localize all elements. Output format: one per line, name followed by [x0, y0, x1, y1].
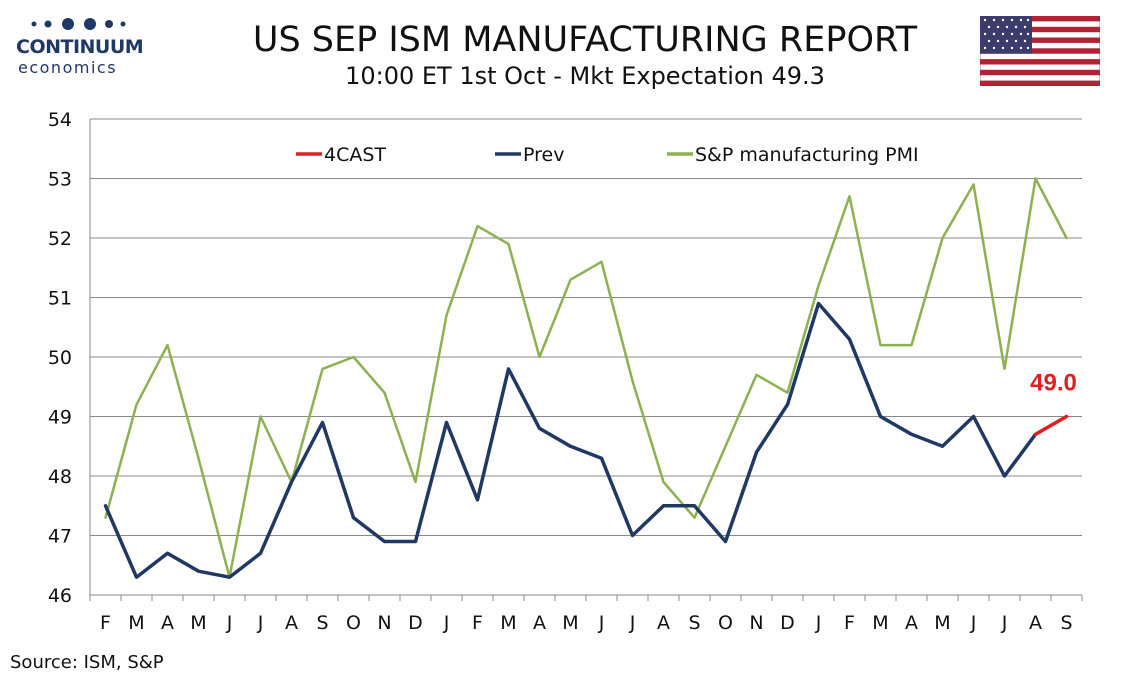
x-tick-label: N: [749, 612, 763, 634]
logo-dots-icon: [31, 18, 126, 30]
x-tick-label: F: [472, 612, 483, 634]
x-tick-label: J: [1001, 612, 1008, 634]
x-tick-label: J: [257, 612, 264, 634]
legend-label: 4CAST: [324, 144, 386, 166]
x-tick-label: A: [1029, 612, 1042, 634]
x-tick-label: O: [346, 612, 361, 634]
series-lines: [103, 177, 1069, 579]
forecast-series-line: [1033, 414, 1069, 437]
y-tick-label: 51: [48, 288, 72, 310]
y-tick-label: 49: [48, 407, 72, 429]
pmi-series-line: [104, 177, 1068, 579]
x-tick-label: J: [815, 612, 822, 634]
logo-line1: CONTINUUM: [16, 36, 144, 58]
y-tick-label: 53: [48, 169, 72, 191]
gridlines: [90, 118, 1082, 536]
x-tick-label: M: [562, 612, 578, 634]
x-tick-label: D: [780, 612, 795, 634]
annotations: 49.0: [1030, 370, 1077, 397]
x-tick-label: N: [377, 612, 391, 634]
x-tick-label: J: [970, 612, 977, 634]
forecast-value-label: 49.0: [1030, 370, 1077, 397]
x-tick-label: A: [285, 612, 298, 634]
x-tick-label: M: [934, 612, 950, 634]
x-tick-label: F: [100, 612, 111, 634]
x-tick-label: J: [226, 612, 233, 634]
x-tick-label: M: [128, 612, 144, 634]
x-tick-label: M: [872, 612, 888, 634]
y-tick-label: 46: [48, 585, 72, 607]
x-tick-label: A: [161, 612, 174, 634]
legend: 4CAST Prev S&P manufacturing PMI: [296, 144, 919, 166]
logo-line2: economics: [18, 58, 118, 77]
y-tick-label: 50: [48, 347, 72, 369]
x-tick-label: O: [718, 612, 733, 634]
x-tick-label: A: [533, 612, 546, 634]
x-tick-label: S: [688, 612, 700, 634]
legend-label: Prev: [523, 144, 564, 166]
x-tick-label: S: [316, 612, 328, 634]
x-tick-label: J: [443, 612, 450, 634]
x-tick-label: M: [190, 612, 206, 634]
prev-series-line: [103, 301, 1038, 579]
chart-subtitle: 10:00 ET 1st Oct - Mkt Expectation 49.3: [345, 62, 825, 90]
chart-title: US SEP ISM MANUFACTURING REPORT: [252, 20, 918, 60]
y-tick-label: 52: [48, 228, 72, 250]
us-flag-icon: [980, 16, 1100, 86]
x-tick-label: D: [408, 612, 423, 634]
x-tick-label: F: [844, 612, 855, 634]
legend-label: S&P manufacturing PMI: [695, 144, 919, 166]
y-tick-label: 48: [48, 466, 72, 488]
x-tick-label: J: [629, 612, 636, 634]
x-tick-label: A: [905, 612, 918, 634]
x-tick-label: A: [657, 612, 670, 634]
y-tick-label: 54: [48, 109, 72, 131]
x-tick-label: S: [1060, 612, 1072, 634]
y-tick-label: 47: [48, 526, 72, 548]
x-tick-label: J: [598, 612, 605, 634]
source-note: Source: ISM, S&P: [10, 652, 164, 673]
x-tick-label: M: [500, 612, 516, 634]
